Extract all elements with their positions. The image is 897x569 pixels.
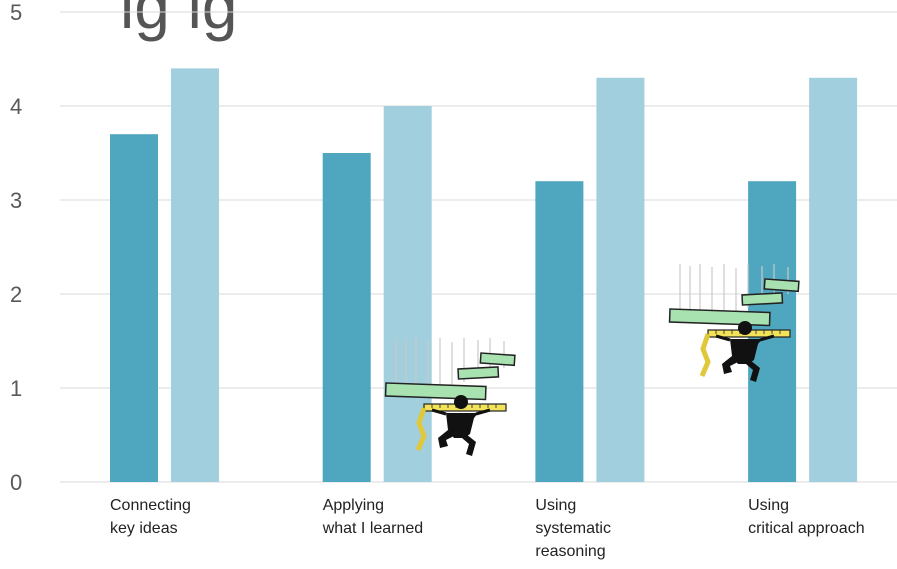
x-tick-label: what I learned: [322, 520, 424, 537]
x-tick-label: Using: [748, 497, 789, 514]
y-tick-label: 3: [10, 188, 22, 213]
y-tick-label: 2: [10, 282, 22, 307]
bar-series2-1: [171, 68, 219, 482]
bar-series1-2: [323, 153, 371, 482]
bar-series1-1: [110, 134, 158, 482]
x-axis: Connecting key ideas Applying what I learne…: [110, 497, 865, 560]
x-tick-label: reasoning: [535, 543, 605, 560]
x-tick-label: Using: [535, 497, 576, 514]
bar-series2-4: [809, 78, 857, 482]
bar-series2-2: [384, 106, 432, 482]
x-tick-label: critical approach: [748, 520, 865, 537]
bar-series2-3: [596, 78, 644, 482]
x-tick-label: Applying: [323, 497, 384, 514]
bar-series1-3: [535, 181, 583, 482]
bars: [110, 68, 857, 482]
x-tick-label: systematic: [535, 520, 611, 537]
y-tick-label: 1: [10, 376, 22, 401]
y-tick-label: 4: [10, 94, 22, 119]
y-tick-label: 5: [10, 0, 22, 25]
y-axis: 0 1 2 3 4 5: [10, 0, 22, 495]
x-tick-label: Connecting: [110, 497, 191, 514]
y-tick-label: 0: [10, 470, 22, 495]
chart-title: ig ig: [120, 0, 237, 42]
x-tick-label: key ideas: [110, 520, 178, 537]
